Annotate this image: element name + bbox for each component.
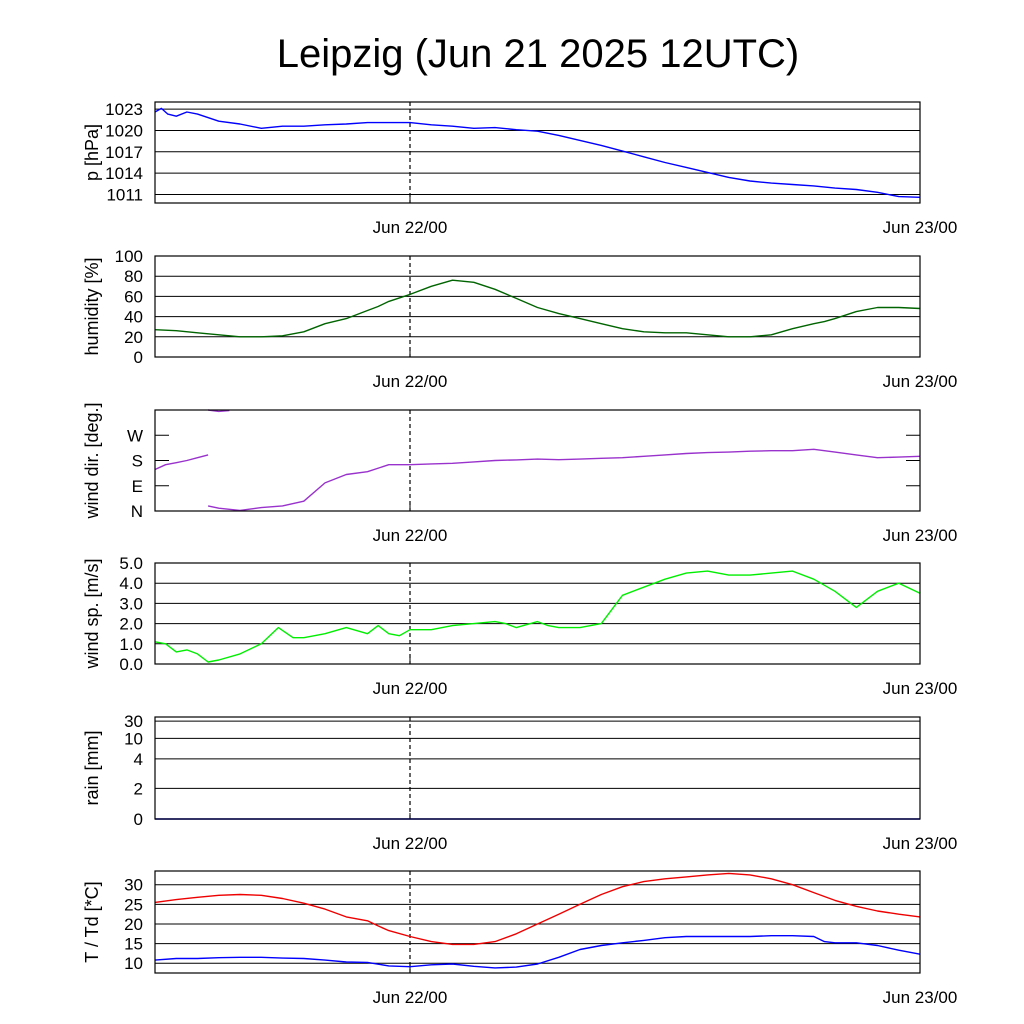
y-tick-label: 1.0 <box>119 635 143 654</box>
x-tick-label: Jun 22/00 <box>373 679 448 698</box>
y-tick-label: E <box>132 477 143 496</box>
x-tick-label: Jun 22/00 <box>373 834 448 853</box>
y-tick-label: 3.0 <box>119 594 143 613</box>
y-tick-label: 100 <box>115 247 143 266</box>
x-tick-label: Jun 23/00 <box>883 988 958 1007</box>
y-tick-label: 30 <box>124 712 143 731</box>
y-axis-label: p [hPa] <box>82 124 102 181</box>
panel-wind_speed: 0.01.02.0 3.04.05.0 wind sp. [m/s] Jun 22/0… <box>82 554 957 698</box>
y-axis-label: wind sp. [m/s] <box>82 558 102 669</box>
y-tick-label: 0.0 <box>119 655 143 674</box>
y-tick-label: N <box>131 502 143 521</box>
y-tick-label: 0 <box>134 810 143 829</box>
y-tick-label: 40 <box>124 308 143 327</box>
series-line-wind_dir-2 <box>207 448 921 512</box>
series-line-wind_speed-0 <box>154 570 921 663</box>
panel-frame <box>154 255 921 358</box>
series-line-humidity-0 <box>154 279 921 338</box>
y-axis-label: wind dir. [deg.] <box>82 402 102 519</box>
y-tick-label: W <box>127 426 143 445</box>
chart-title: Leipzig (Jun 21 2025 12UTC) <box>277 32 800 76</box>
series-line-temperature-1 <box>154 935 921 969</box>
y-tick-label: 1011 <box>106 185 143 204</box>
y-tick-label: 0 <box>134 348 143 367</box>
x-tick-label: Jun 22/00 <box>373 218 448 237</box>
y-tick-label: 30 <box>124 876 143 895</box>
x-tick-label: Jun 23/00 <box>883 372 958 391</box>
x-tick-label: Jun 23/00 <box>883 218 958 237</box>
y-tick-label: 5.0 <box>119 554 143 573</box>
panel-frame <box>154 101 921 204</box>
panel-frame <box>154 562 921 665</box>
y-axis-label: rain [mm] <box>82 730 102 805</box>
y-tick-label: 1017 <box>105 143 143 162</box>
y-tick-label: 80 <box>124 267 143 286</box>
x-tick-label: Jun 23/00 <box>883 526 958 545</box>
series-line-temperature-0 <box>154 872 921 946</box>
y-tick-label: 60 <box>124 287 143 306</box>
x-tick-label: Jun 22/00 <box>373 526 448 545</box>
panel-frame <box>154 870 921 974</box>
y-tick-label: 10 <box>124 729 143 748</box>
y-tick-label: 25 <box>124 895 143 914</box>
x-tick-label: Jun 23/00 <box>883 834 958 853</box>
y-tick-label: 2.0 <box>119 615 143 634</box>
y-tick-label: 4.0 <box>119 574 143 593</box>
panel-frame <box>154 716 921 820</box>
y-axis-label: humidity [%] <box>82 257 102 355</box>
y-tick-label: 1023 <box>105 100 143 119</box>
x-tick-label: Jun 23/00 <box>883 679 958 698</box>
y-tick-label: 10 <box>124 954 143 973</box>
y-axis-label: T / Td [*C] <box>82 881 102 962</box>
y-tick-label: 4 <box>134 750 143 769</box>
panel-frame <box>154 409 921 512</box>
y-tick-label: 2 <box>134 779 143 798</box>
y-tick-label: 20 <box>124 915 143 934</box>
y-tick-label: 15 <box>124 935 143 954</box>
y-tick-label: 1014 <box>105 164 143 183</box>
series-line-wind_dir-0 <box>154 454 209 471</box>
y-tick-label: S <box>132 452 143 471</box>
y-tick-label: 1020 <box>105 121 143 140</box>
y-tick-label: 20 <box>124 328 143 347</box>
series-line-pressure-0 <box>154 107 921 198</box>
x-tick-label: Jun 22/00 <box>373 988 448 1007</box>
x-tick-label: Jun 22/00 <box>373 372 448 391</box>
